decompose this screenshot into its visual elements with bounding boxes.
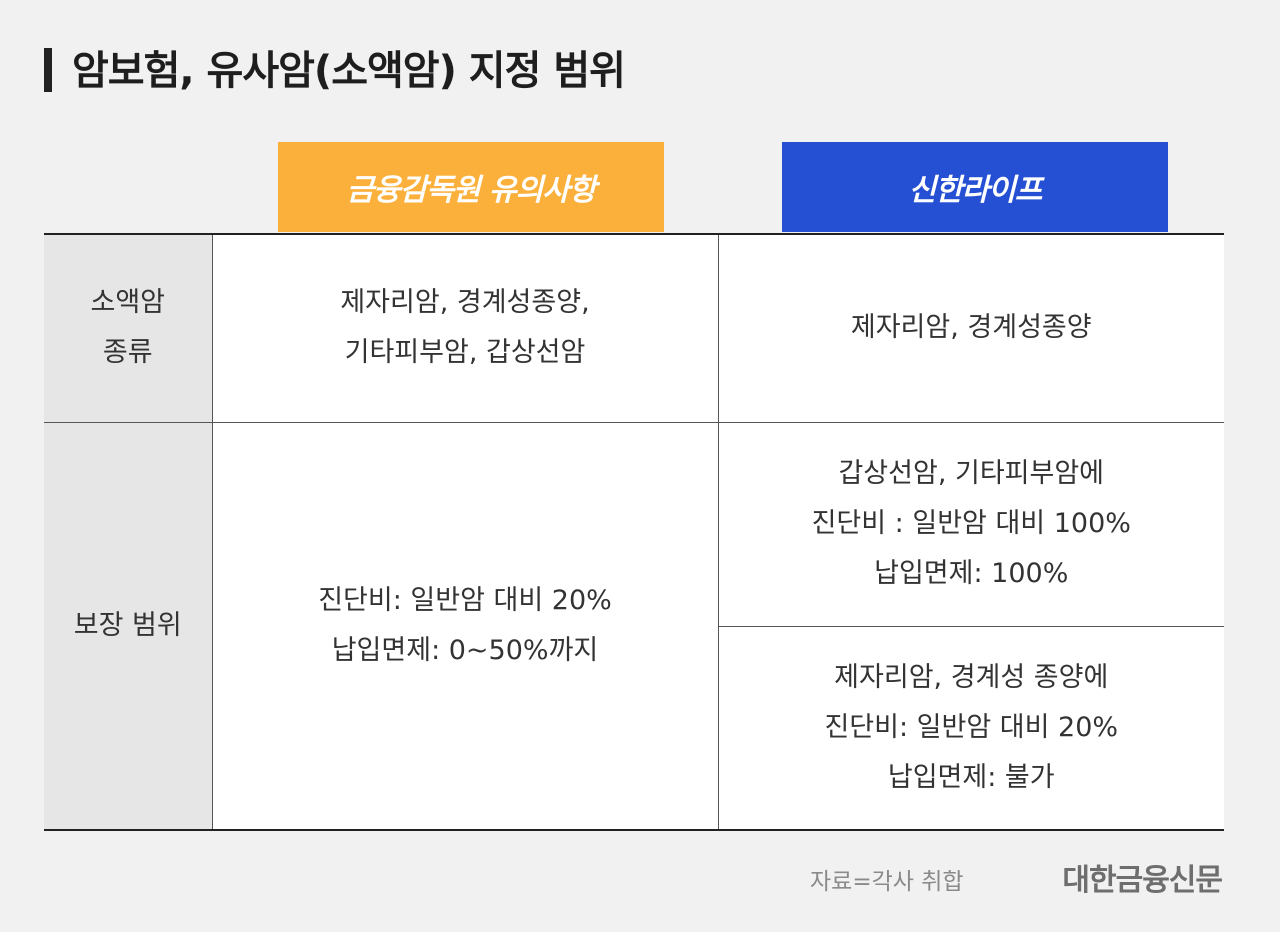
brand-logo-text: 대한금융신문 xyxy=(1062,863,1223,898)
column-header-shinhan: 신한라이프 xyxy=(782,142,1168,232)
table-row-coverage-a: 보장 범위 진단비: 일반암 대비 20% 납입면제: 0~50%까지 갑상선암… xyxy=(44,422,1224,831)
source-note: 자료=각사 취합 xyxy=(810,869,964,895)
cell-line: 납입면제: 100% xyxy=(874,558,1069,589)
cell-line: 진단비: 일반암 대비 20% xyxy=(318,584,612,616)
cell-shinhan-coverage-a: 갑상선암, 기타피부암에 진단비 : 일반암 대비 100% 납입면제: 100… xyxy=(717,422,1224,627)
row-header-types: 소액암 종류 xyxy=(44,233,213,423)
row-header-line: 종류 xyxy=(102,337,153,369)
cell-line: 납입면제: 불가 xyxy=(887,761,1055,793)
page-title: 암보험, 유사암(소액암) 지정 범위 xyxy=(72,48,626,94)
cell-line: 제자리암, 경계성종양 xyxy=(850,312,1092,344)
cell-line: 진단비: 일반암 대비 20% xyxy=(824,711,1119,743)
column-header-fss: 금융감독원 유의사항 xyxy=(278,142,664,232)
table-row-types: 소액암 종류 제자리암, 경계성종양, 기타피부암, 갑상선암 제자리암, 경계… xyxy=(44,233,1224,423)
cell-fss-types: 제자리암, 경계성종양, 기타피부암, 갑상선암 xyxy=(211,233,719,423)
row-header-line: 보장 범위 xyxy=(73,609,182,641)
cell-shinhan-types: 제자리암, 경계성종양 xyxy=(717,233,1224,423)
cell-line: 납입면제: 0~50%까지 xyxy=(331,634,599,666)
cell-line: 기타피부암, 갑상선암 xyxy=(344,337,586,369)
cell-line: 제자리암, 경계성종양, xyxy=(340,287,590,319)
table-row-coverage-b: 제자리암, 경계성 종양에 진단비: 일반암 대비 20% 납입면제: 불가 xyxy=(44,626,1224,831)
cell-line: 갑상선암, 기타피부암에 xyxy=(838,458,1105,489)
row-header-line: 소액암 xyxy=(90,287,166,319)
cell-line: 제자리암, 경계성 종양에 xyxy=(834,661,1109,693)
cell-line: 진단비 : 일반암 대비 100% xyxy=(811,508,1131,539)
cell-fss-coverage: 진단비: 일반암 대비 20% 납입면제: 0~50%까지 xyxy=(211,422,719,831)
comparison-table: 소액암 종류 제자리암, 경계성종양, 기타피부암, 갑상선암 제자리암, 경계… xyxy=(44,233,1224,831)
cell-shinhan-coverage-b: 제자리암, 경계성 종양에 진단비: 일반암 대비 20% 납입면제: 불가 xyxy=(717,626,1224,831)
row-header-coverage: 보장 범위 xyxy=(44,422,213,831)
title-accent-bar xyxy=(44,48,52,92)
